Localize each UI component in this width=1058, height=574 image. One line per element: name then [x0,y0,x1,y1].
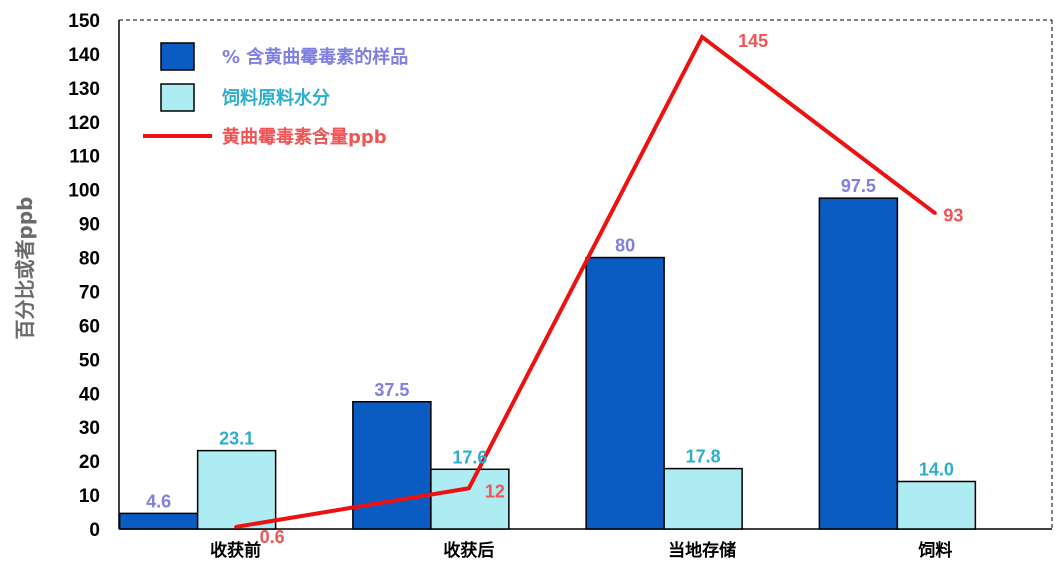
y-axis-label: 百分比或者ppb [13,197,37,340]
line-data-label: 93 [943,205,963,225]
data-label: 80 [615,236,635,256]
x-tick-label: 收获后 [443,540,494,561]
legend-label: 黄曲霉毒素含量ppb [222,126,387,148]
legend-swatch [160,42,195,71]
bars [118,197,977,530]
series-line [235,33,937,529]
line-point [467,486,471,490]
bar [663,467,743,530]
y-tick-label: 100 [68,181,100,202]
legend-label: % 含黄曲霉毒素的样品 [222,46,408,68]
y-tick-label: 60 [79,316,100,337]
bar [352,401,432,530]
line-series [234,33,937,529]
axes: 0 10 20 30 40 50 60 70 80 90 100 110 120 130 140 150 收获前… [68,11,1053,561]
line-data-label: 145 [738,31,768,51]
y-tick-label: 40 [79,384,100,405]
y-tick-label: 130 [68,79,100,100]
bar [818,197,899,530]
y-tick-label: 10 [79,486,100,507]
bar [430,468,510,530]
data-label: 23.1 [219,429,254,449]
legend-entry: % 含黄曲霉毒素的样品 [160,42,408,71]
y-tick-label: 150 [68,11,100,32]
data-label: 4.6 [146,491,171,511]
y-tick-label: 50 [79,350,100,371]
legend-entry: 饲料原料水分 [160,83,330,112]
x-tick-label: 收获前 [210,540,261,561]
data-labels: 4.6 37.5 80 97.5 23.1 17.6 17.8 14.0 0.6 12 145 93 [146,31,963,547]
legend-label: 饲料原料水分 [221,87,330,109]
x-tick-label: 当地存储 [668,540,736,561]
bar [585,256,665,530]
data-label: 17.8 [686,447,721,467]
line-data-label: 0.6 [260,527,285,547]
y-tick-label: 140 [68,45,100,66]
bar [118,512,199,530]
y-tick-label: 110 [69,147,100,168]
data-label: 14.0 [919,459,954,479]
y-tick-label: 90 [79,215,100,236]
y-tick-label: 20 [79,452,100,473]
line-point [933,211,937,215]
y-tick-label: 70 [79,282,100,303]
legend-entry: 黄曲霉毒素含量ppb [143,126,387,148]
bar [896,480,977,530]
line-data-label: 12 [485,481,505,501]
legend-swatch [160,83,195,112]
y-tick-label: 30 [79,418,100,439]
data-label: 17.6 [452,447,487,467]
y-tick-label: 0 [89,520,100,541]
line-point [700,35,704,39]
y-tick-label: 80 [79,249,100,270]
bar [196,449,277,530]
data-label: 97.5 [841,176,876,196]
line-point [234,525,238,529]
y-tick-label: 120 [68,113,100,134]
data-label: 37.5 [374,380,409,400]
x-tick-label: 饲料 [917,540,952,561]
